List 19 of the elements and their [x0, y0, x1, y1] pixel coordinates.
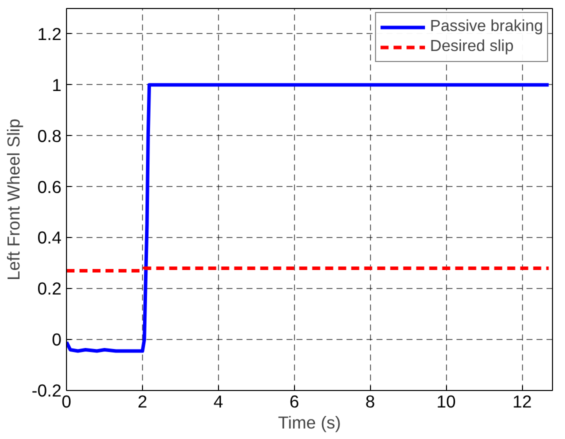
x-tick-label: 10: [436, 392, 456, 412]
x-tick-label: 2: [138, 392, 148, 412]
x-tick-label: 6: [289, 392, 300, 412]
line-series: [66, 83, 550, 353]
y-tick-label: 0: [52, 330, 62, 350]
y-tick-label: 0.4: [37, 228, 62, 248]
y-tick-label: 1: [52, 74, 62, 95]
x-tick-label: 4: [214, 392, 224, 412]
legend-label: Desired slip: [430, 38, 514, 56]
legend-label: Passive braking: [430, 18, 543, 36]
y-tick-label: -0.2: [32, 380, 62, 400]
y-tick-label: 1.2: [37, 24, 62, 44]
y-tick-label: 0.8: [37, 126, 62, 146]
y-axis-title: Left Front Wheel Slip: [4, 118, 24, 280]
y-tick-label: 0.6: [37, 176, 62, 197]
x-axis-title: Time (s): [278, 412, 341, 432]
x-tick-label: 12: [512, 392, 532, 412]
y-tick-label: 0.2: [37, 278, 62, 299]
x-tick-label: 8: [365, 392, 376, 412]
